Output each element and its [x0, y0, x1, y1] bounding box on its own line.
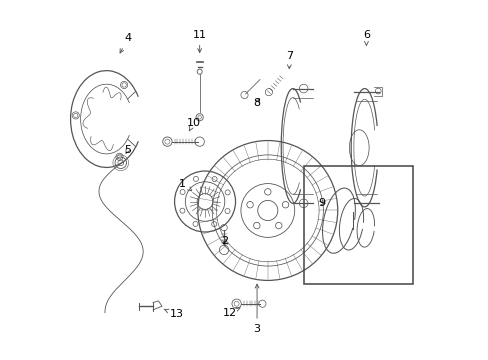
Text: 12: 12	[222, 308, 240, 318]
Bar	[303, 166, 412, 284]
Text: 6: 6	[362, 30, 369, 46]
Text: 11: 11	[192, 30, 206, 53]
Text: 10: 10	[186, 118, 200, 131]
Text: 8: 8	[253, 98, 260, 108]
Text: 4: 4	[120, 33, 131, 53]
Text: 13: 13	[163, 309, 183, 319]
Text: 3: 3	[253, 284, 260, 334]
Text: 9: 9	[317, 198, 325, 208]
Text: 7: 7	[285, 51, 292, 69]
Text: 1: 1	[179, 179, 191, 191]
Text: 5: 5	[124, 144, 131, 154]
Text: 2: 2	[221, 236, 228, 246]
